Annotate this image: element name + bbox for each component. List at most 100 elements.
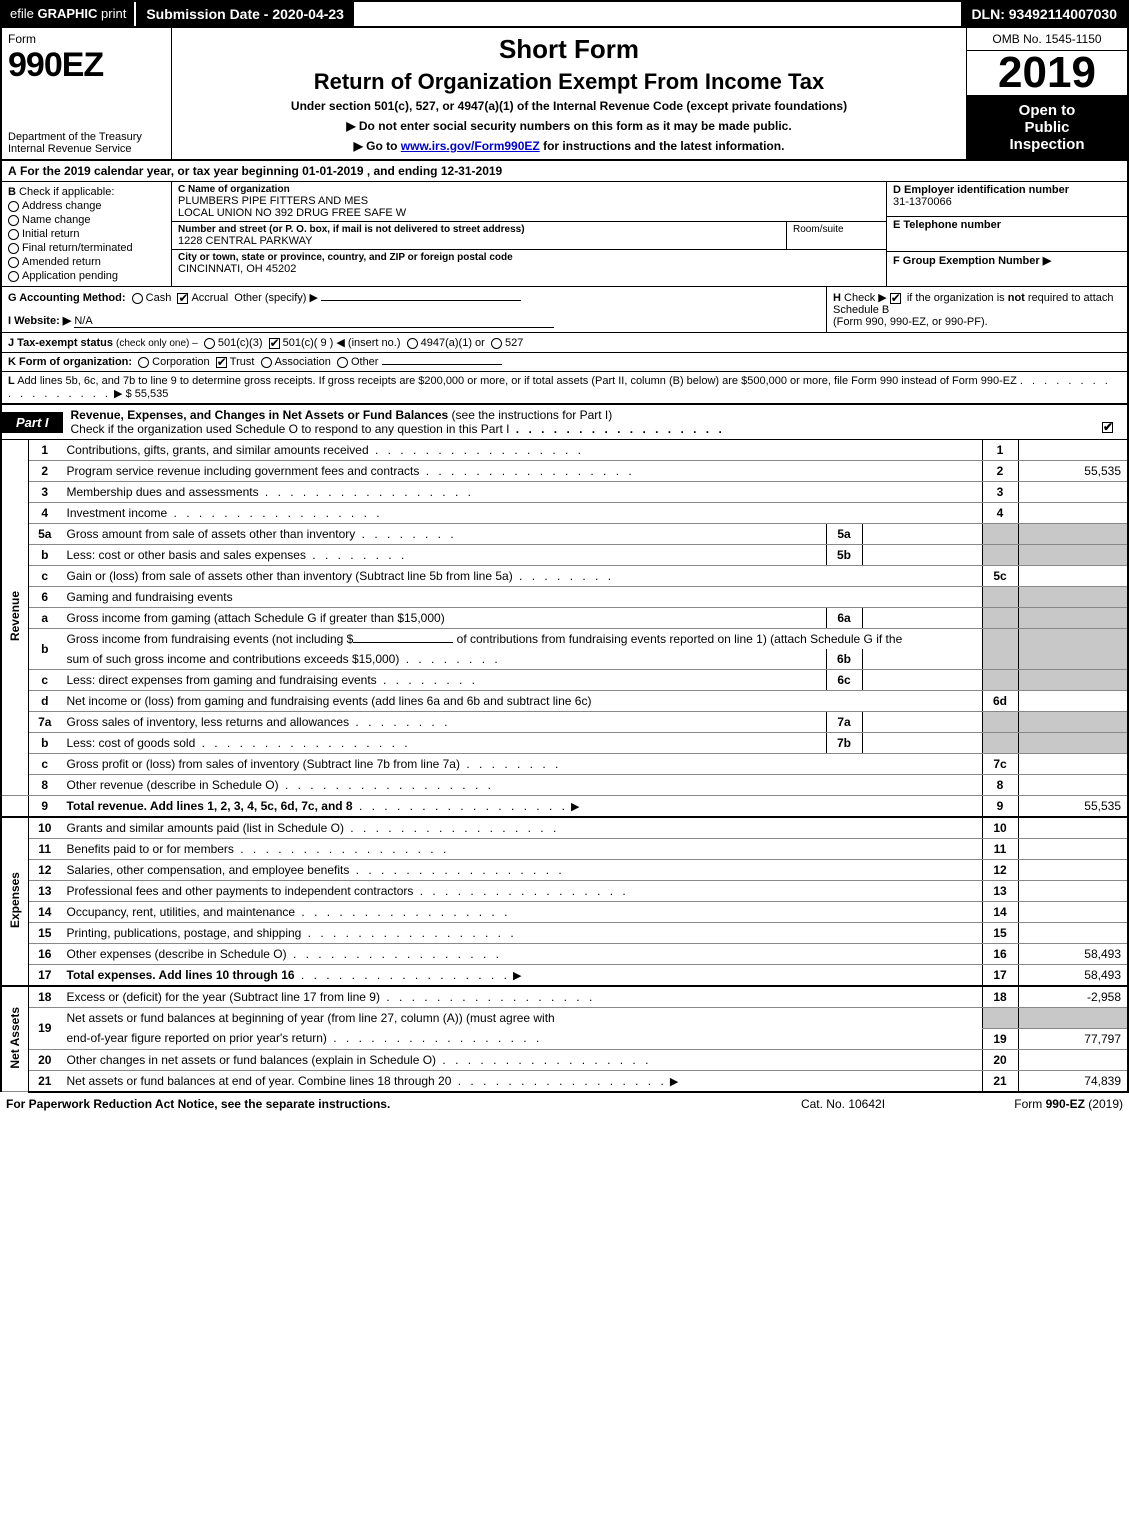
k-corp-radio[interactable] <box>138 357 149 368</box>
department-line2: Internal Revenue Service <box>8 143 165 155</box>
col-c-org-info: C Name of organization PLUMBERS PIPE FIT… <box>172 182 887 286</box>
submission-date-label: Submission Date - <box>146 6 272 22</box>
j-501c3: 501(c)(3) <box>218 337 263 349</box>
top-bar: efile GRAPHIC print Submission Date - 20… <box>0 0 1129 28</box>
col-g-i: G Accounting Method: Cash Accrual Other … <box>2 287 827 332</box>
col-d-e-f: D Employer identification number 31-1370… <box>887 182 1127 286</box>
line-7c: c Gross profit or (loss) from sales of i… <box>1 754 1128 775</box>
footer-paperwork-notice: For Paperwork Reduction Act Notice, see … <box>6 1097 743 1111</box>
col-b-label: B <box>8 186 16 198</box>
h-text2: if the organization is <box>907 292 1008 304</box>
row-e-telephone: E Telephone number <box>887 217 1127 252</box>
row-l-gross-receipts: L Add lines 5b, 6c, and 7b to line 9 to … <box>0 372 1129 405</box>
k-other-radio[interactable] <box>337 357 348 368</box>
row-d-ein: D Employer identification number 31-1370… <box>887 182 1127 217</box>
h-text1: Check ▶ <box>844 292 890 304</box>
line-13: 13 Professional fees and other payments … <box>1 881 1128 902</box>
line-11: 11 Benefits paid to or for members 11 <box>1 839 1128 860</box>
g-cash-radio[interactable] <box>132 293 143 304</box>
j-501c-check[interactable] <box>269 338 280 349</box>
g-cash: Cash <box>146 292 172 304</box>
notice2-post: for instructions and the latest informat… <box>540 139 785 153</box>
footer-form-pre: Form <box>1014 1097 1045 1111</box>
return-subtitle: Under section 501(c), 527, or 4947(a)(1)… <box>182 99 956 113</box>
part1-table: Revenue 1 Contributions, gifts, grants, … <box>0 440 1129 1093</box>
h-not: not <box>1008 292 1025 304</box>
g-other-input[interactable] <box>321 300 521 301</box>
chk-application-pending[interactable]: Application pending <box>8 270 165 282</box>
website-value: N/A <box>74 315 554 328</box>
l1-num: 1 <box>29 440 61 461</box>
line-19b: end-of-year figure reported on prior yea… <box>1 1028 1128 1049</box>
chk-final-return[interactable]: Final return/terminated <box>8 242 165 254</box>
form-header: Form 990EZ Department of the Treasury In… <box>0 28 1129 161</box>
h-text4: (Form 990, 990-EZ, or 990-PF). <box>833 316 988 328</box>
j-4947: 4947(a)(1) or <box>421 337 485 349</box>
chk-name-change[interactable]: Name change <box>8 214 165 226</box>
tax-year: 2019 <box>967 51 1127 96</box>
l6b-amount-input[interactable] <box>353 642 453 643</box>
row-f-group-exemption: F Group Exemption Number ▶ <box>887 252 1127 286</box>
row-a-text: For the 2019 calendar year, or tax year … <box>20 164 502 178</box>
submission-date-value: 2020-04-23 <box>272 6 344 22</box>
submission-date-badge: Submission Date - 2020-04-23 <box>134 2 354 26</box>
line-4: 4 Investment income 4 <box>1 503 1128 524</box>
g-accrual: Accrual <box>191 292 228 304</box>
chk-initial-return[interactable]: Initial return <box>8 228 165 240</box>
header-left: Form 990EZ Department of the Treasury In… <box>2 28 172 159</box>
footer-cat-no: Cat. No. 10642I <box>743 1097 943 1111</box>
page-footer: For Paperwork Reduction Act Notice, see … <box>0 1093 1129 1115</box>
k-assoc: Association <box>275 356 331 368</box>
h-label: H <box>833 292 841 304</box>
line-7b: b Less: cost of goods sold 7b <box>1 733 1128 754</box>
row-i-website: I Website: ▶ N/A <box>8 314 820 328</box>
j-501c3-radio[interactable] <box>204 338 215 349</box>
irs-link[interactable]: www.irs.gov/Form990EZ <box>401 139 540 153</box>
h-checkbox[interactable] <box>890 293 901 304</box>
l1-rv <box>1018 440 1128 461</box>
col-c-address-row: Number and street (or P. O. box, if mail… <box>172 222 886 250</box>
part1-schedule-o-check[interactable] <box>1102 422 1113 433</box>
g-accrual-check[interactable] <box>177 293 188 304</box>
line-2: 2 Program service revenue including gove… <box>1 461 1128 482</box>
row-a-tax-year: A For the 2019 calendar year, or tax yea… <box>0 161 1129 182</box>
j-527: 527 <box>505 337 523 349</box>
efile-print: print <box>97 6 126 21</box>
line-16: 16 Other expenses (describe in Schedule … <box>1 944 1128 965</box>
part1-check-line: Check if the organization used Schedule … <box>71 422 510 436</box>
col-c-city-label: City or town, state or province, country… <box>178 252 880 263</box>
org-name-1: PLUMBERS PIPE FITTERS AND MES <box>178 195 880 207</box>
chk-address-change[interactable]: Address change <box>8 200 165 212</box>
j-527-radio[interactable] <box>491 338 502 349</box>
line-6a: a Gross income from gaming (attach Sched… <box>1 608 1128 629</box>
footer-form-post: (2019) <box>1085 1097 1123 1111</box>
line-20: 20 Other changes in net assets or fund b… <box>1 1049 1128 1070</box>
header-right: OMB No. 1545-1150 2019 Open to Public In… <box>967 28 1127 159</box>
notice-ssn: ▶ Do not enter social security numbers o… <box>182 119 956 133</box>
l-label: L <box>8 375 15 387</box>
d-ein-value: 31-1370066 <box>893 196 952 208</box>
k-other: Other <box>351 356 379 368</box>
j-4947-radio[interactable] <box>407 338 418 349</box>
chk-amended-return[interactable]: Amended return <box>8 256 165 268</box>
col-c-name-label: C Name of organization <box>178 184 880 195</box>
line-10: Expenses 10 Grants and similar amounts p… <box>1 817 1128 839</box>
vtab-net-assets: Net Assets <box>1 986 29 1092</box>
short-form-title: Short Form <box>182 34 956 65</box>
l1-rn: 1 <box>982 440 1018 461</box>
l-amount: $ 55,535 <box>126 388 169 400</box>
part1-header: Part I Revenue, Expenses, and Changes in… <box>0 405 1129 440</box>
line-5c: c Gain or (loss) from sale of assets oth… <box>1 566 1128 587</box>
line-6c: c Less: direct expenses from gaming and … <box>1 670 1128 691</box>
line-6: 6 Gaming and fundraising events <box>1 587 1128 608</box>
i-label: I Website: ▶ <box>8 315 71 327</box>
col-c-name-row: C Name of organization PLUMBERS PIPE FIT… <box>172 182 886 222</box>
l1-desc: Contributions, gifts, grants, and simila… <box>61 440 983 461</box>
notice-link-line: ▶ Go to www.irs.gov/Form990EZ for instru… <box>182 139 956 153</box>
k-other-input[interactable] <box>382 364 502 365</box>
k-assoc-radio[interactable] <box>261 357 272 368</box>
form-number: 990EZ <box>8 46 165 85</box>
line-1: Revenue 1 Contributions, gifts, grants, … <box>1 440 1128 461</box>
k-label: K Form of organization: <box>8 356 132 368</box>
k-trust-check[interactable] <box>216 357 227 368</box>
